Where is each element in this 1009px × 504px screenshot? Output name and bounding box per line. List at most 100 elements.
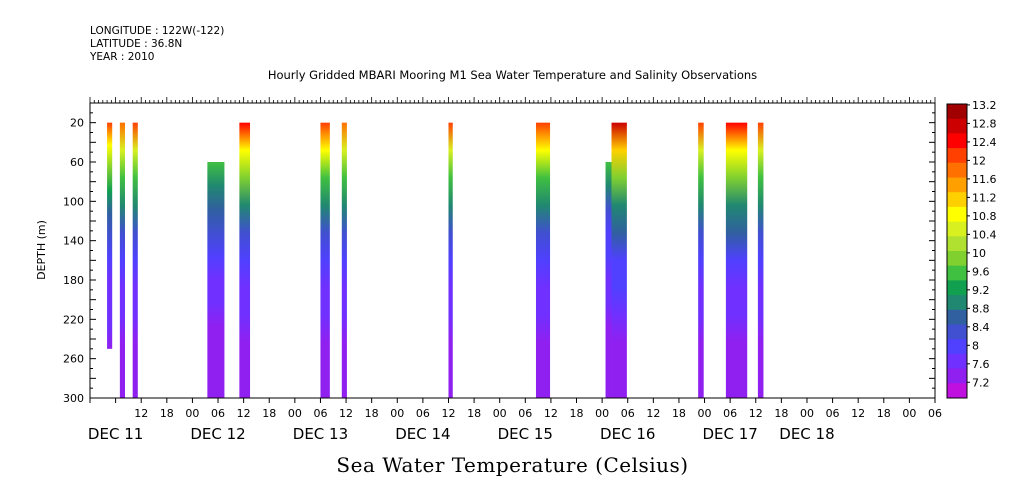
x-day-label: DEC 13	[293, 425, 348, 443]
x-hour-label: 18	[774, 407, 788, 420]
y-tick-label: 180	[63, 274, 84, 287]
colorbar-label: 10	[972, 247, 986, 260]
data-bars	[107, 122, 764, 399]
colorbar-swatch	[947, 236, 967, 252]
x-hour-label: 06	[723, 407, 737, 420]
x-hour-label: 12	[237, 407, 251, 420]
x-hour-label: 00	[595, 407, 609, 420]
temperature-bar	[535, 122, 551, 399]
colorbar-label: 8	[972, 339, 979, 352]
temperature-bar	[320, 122, 330, 399]
x-hour-label: 00	[390, 407, 404, 420]
x-day-label: DEC 15	[498, 425, 553, 443]
colorbar-swatch	[947, 265, 967, 281]
colorbar-label: 11.6	[972, 173, 997, 186]
y-tick-label: 60	[70, 156, 84, 169]
x-hour-label: 18	[160, 407, 174, 420]
colorbar-label: 7.2	[972, 376, 990, 389]
colorbar-swatch	[947, 383, 967, 399]
x-hour-label: 12	[749, 407, 763, 420]
y-axis: 20 60 100 140 180 220 260 300	[63, 102, 935, 405]
colorbar-swatch	[947, 368, 967, 384]
x-hour-label: 00	[185, 407, 199, 420]
y-tick-label: 300	[63, 392, 84, 405]
colorbar-swatch	[947, 118, 967, 134]
colorbar-swatch	[947, 353, 967, 370]
x-hour-label: 12	[544, 407, 558, 420]
x-hour-label: 00	[288, 407, 302, 420]
colorbar-label: 12	[972, 154, 986, 167]
colorbar-swatch	[947, 295, 967, 311]
colorbar-title: Sea Water Temperature (Celsius)	[336, 453, 689, 477]
x-hour-label: 12	[441, 407, 455, 420]
temperature-bar	[341, 122, 347, 399]
x-hour-label: 06	[928, 407, 942, 420]
colorbar-label: 11.2	[972, 191, 997, 204]
y-tick-label: 20	[70, 117, 84, 130]
year-label: YEAR : 2010	[90, 51, 155, 63]
temperature-bar	[207, 162, 225, 398]
colorbar-label: 10.4	[972, 228, 997, 241]
x-hour-label: 18	[877, 407, 891, 420]
temperature-bar	[107, 122, 113, 349]
colorbar-swatch	[947, 280, 967, 296]
x-hour-label: 00	[698, 407, 712, 420]
colorbar-label: 10.8	[972, 210, 997, 223]
colorbar-swatch	[947, 339, 967, 355]
y-tick-label: 260	[63, 353, 84, 366]
colorbar-swatch	[947, 221, 967, 237]
temperature-bar	[725, 122, 748, 399]
colorbar-label: 7.6	[972, 358, 990, 371]
chart-title: Hourly Gridded MBARI Mooring M1 Sea Wate…	[267, 68, 758, 82]
x-day-label: DEC 17	[702, 425, 757, 443]
longitude-label: LONGITUDE : 122W(-122)	[90, 25, 225, 37]
colorbar: 13.2 12.8 12.4 12 11.6 11.2 10.8 10.4 10 9.6 9.2 8.…	[946, 99, 997, 399]
colorbar-label: 9.2	[972, 284, 990, 297]
colorbar-swatch	[947, 162, 967, 178]
x-hour-label: 06	[416, 407, 430, 420]
x-hour-label: 12	[134, 407, 148, 420]
colorbar-swatch	[947, 309, 967, 325]
x-day-label: DEC 14	[395, 425, 450, 443]
latitude-label: LATITUDE : 36.8N	[90, 38, 183, 50]
colorbar-swatch	[947, 206, 967, 223]
y-tick-label: 220	[63, 313, 84, 326]
temperature-bar	[757, 122, 764, 399]
temperature-bar	[698, 122, 704, 399]
colorbar-swatch	[947, 148, 967, 164]
x-hour-label: 18	[570, 407, 584, 420]
colorbar-frame	[946, 103, 968, 399]
colorbar-label: 12.4	[972, 136, 997, 149]
x-hour-label: 06	[313, 407, 327, 420]
x-hour-label: 12	[851, 407, 865, 420]
x-hour-label: 00	[493, 407, 507, 420]
x-hour-label: 06	[518, 407, 532, 420]
x-day-label: DEC 18	[779, 425, 834, 443]
y-axis-label: DEPTH (m)	[35, 220, 48, 280]
colorbar-label: 9.6	[972, 265, 990, 278]
colorbar-label: 8.8	[972, 302, 990, 315]
temperature-bar	[611, 122, 627, 399]
x-hour-label: 06	[826, 407, 840, 420]
colorbar-swatch	[947, 104, 967, 120]
colorbar-label: 8.4	[972, 321, 990, 334]
temperature-bar	[119, 122, 125, 399]
temperature-bar	[132, 122, 138, 399]
colorbar-swatch	[947, 133, 967, 149]
x-hour-label: 12	[646, 407, 660, 420]
colorbar-swatch	[947, 177, 967, 193]
x-hour-label: 00	[800, 407, 814, 420]
y-tick-label: 140	[63, 235, 84, 248]
x-hour-label: 18	[365, 407, 379, 420]
colorbar-swatch	[947, 251, 967, 267]
temperature-bar	[239, 122, 251, 399]
colorbar-swatch	[947, 192, 967, 208]
temperature-bar	[605, 162, 612, 398]
colorbar-swatch	[947, 324, 967, 340]
y-tick-label: 100	[63, 195, 84, 208]
colorbar-label: 13.2	[972, 99, 997, 112]
x-axis: 12 18 00 06 12 18 00 06 12 18 00 06 12 18 00 06 12 18 00 06…	[88, 97, 942, 443]
x-day-label: DEC 12	[190, 425, 245, 443]
x-hour-label: 12	[339, 407, 353, 420]
